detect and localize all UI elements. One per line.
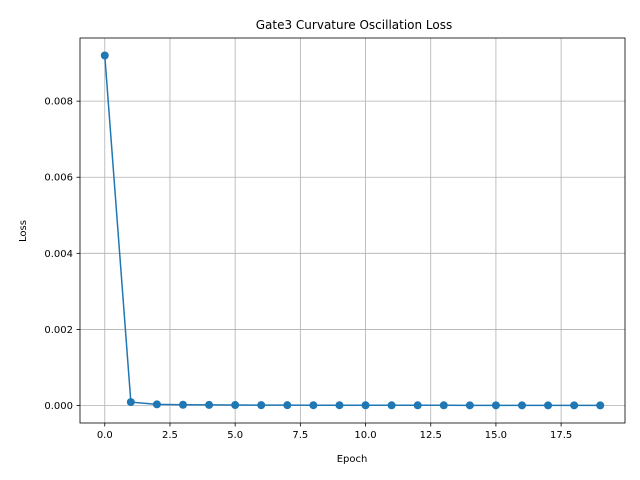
data-point — [205, 400, 214, 409]
y-axis-ticks: 0.000 0.002 0.004 0.006 0.008 — [44, 97, 80, 412]
data-points — [100, 51, 605, 410]
x-tick-label: 7.5 — [292, 430, 308, 441]
x-tick-label: 5.0 — [227, 430, 243, 441]
data-point — [179, 400, 188, 409]
x-tick-label: 17.5 — [550, 430, 572, 441]
y-tick-label: 0.006 — [44, 173, 73, 184]
data-point — [596, 401, 605, 410]
x-tick-label: 12.5 — [420, 430, 442, 441]
plot-frame — [79, 37, 626, 424]
x-axis-ticks: 0.0 2.5 5.0 7.5 10.0 12.5 15.0 17.5 — [97, 423, 572, 441]
y-tick-label: 0.008 — [44, 97, 73, 108]
data-point — [570, 401, 579, 410]
y-axis-label: Loss — [18, 220, 29, 242]
data-point — [439, 401, 448, 410]
series-line-layer — [104, 55, 601, 407]
y-tick-label: 0.002 — [44, 325, 73, 336]
data-point — [309, 401, 318, 410]
x-tick-label: 2.5 — [162, 430, 178, 441]
data-point — [544, 401, 553, 410]
data-point — [413, 401, 422, 410]
data-point — [491, 401, 500, 410]
chart-title: Gate3 Curvature Oscillation Loss — [256, 18, 453, 32]
data-point — [257, 401, 266, 410]
y-tick-label: 0.000 — [44, 401, 73, 412]
data-point — [335, 401, 344, 410]
y-tick-label: 0.004 — [44, 249, 73, 260]
data-point — [361, 401, 370, 410]
x-tick-label: 10.0 — [354, 430, 376, 441]
x-axis-label: Epoch — [337, 454, 368, 465]
data-point — [126, 398, 135, 407]
data-point — [100, 51, 109, 60]
data-point — [283, 401, 292, 410]
data-point — [231, 401, 240, 410]
data-point — [152, 400, 161, 409]
series-line — [104, 55, 601, 407]
x-tick-label: 15.0 — [485, 430, 507, 441]
data-point — [387, 401, 396, 410]
data-point — [517, 401, 526, 410]
data-point — [465, 401, 474, 410]
x-tick-label: 0.0 — [97, 430, 113, 441]
